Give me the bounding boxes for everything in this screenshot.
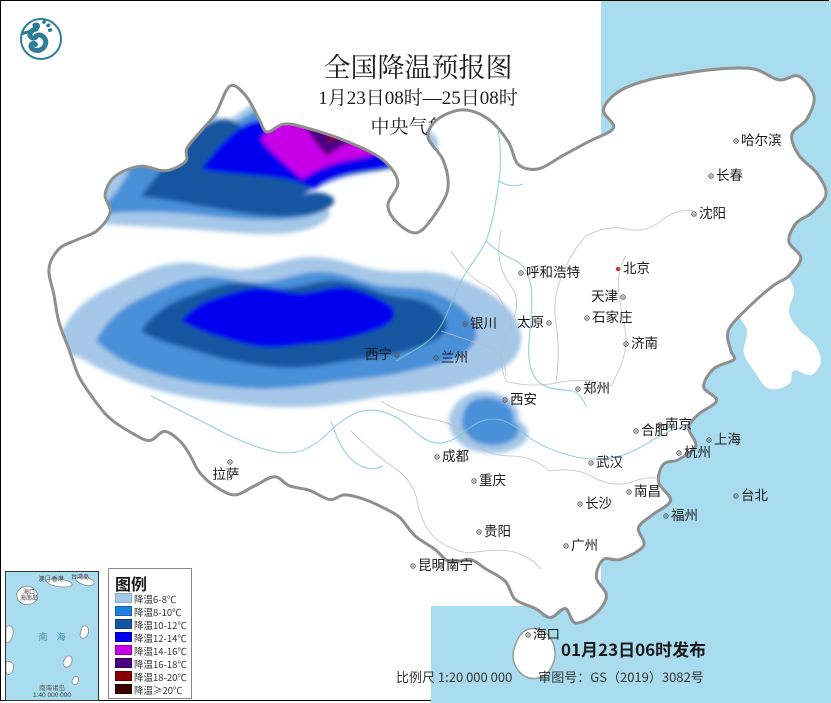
svg-text:哈尔滨: 哈尔滨 xyxy=(741,129,782,149)
svg-text:北京: 北京 xyxy=(623,257,650,277)
svg-text:南海诸岛: 南海诸岛 xyxy=(39,682,65,692)
svg-text:南昌: 南昌 xyxy=(634,480,661,500)
svg-text:郑州: 郑州 xyxy=(583,377,610,397)
svg-text:澳门 香港: 澳门 香港 xyxy=(38,574,63,583)
svg-text:广州: 广州 xyxy=(571,534,598,554)
svg-text:南宁: 南宁 xyxy=(446,554,473,574)
svg-text:长春: 长春 xyxy=(716,164,744,184)
svg-text:海南岛: 海南岛 xyxy=(20,593,38,602)
svg-text:台北: 台北 xyxy=(741,484,769,504)
svg-text:台湾岛: 台湾岛 xyxy=(71,572,89,581)
svg-text:呼和浩特: 呼和浩特 xyxy=(526,261,580,281)
svg-text:南 海: 南 海 xyxy=(38,630,65,643)
svg-text:太原: 太原 xyxy=(517,311,544,331)
svg-text:兰州: 兰州 xyxy=(441,346,468,366)
svg-text:天津: 天津 xyxy=(591,285,618,305)
svg-text:海口: 海口 xyxy=(533,623,560,643)
svg-text:长沙: 长沙 xyxy=(585,492,612,512)
svg-text:石家庄: 石家庄 xyxy=(592,306,633,326)
svg-text:贵阳: 贵阳 xyxy=(484,520,511,540)
svg-text:西宁: 西宁 xyxy=(365,343,392,363)
svg-text:合肥: 合肥 xyxy=(641,419,668,439)
svg-text:福州: 福州 xyxy=(671,504,698,524)
svg-text:武汉: 武汉 xyxy=(596,451,624,471)
svg-text:沈阳: 沈阳 xyxy=(699,202,726,222)
svg-text:重庆: 重庆 xyxy=(479,469,506,489)
svg-text:济南: 济南 xyxy=(631,332,658,352)
svg-text:银川: 银川 xyxy=(470,312,497,332)
svg-text:西安: 西安 xyxy=(510,388,537,408)
svg-text:南京: 南京 xyxy=(665,413,692,433)
svg-text:杭州: 杭州 xyxy=(684,441,711,461)
svg-text:1:40 000 000: 1:40 000 000 xyxy=(33,692,71,699)
svg-text:成都: 成都 xyxy=(442,445,469,465)
svg-text:拉萨: 拉萨 xyxy=(213,463,240,483)
svg-text:上海: 上海 xyxy=(714,428,741,448)
